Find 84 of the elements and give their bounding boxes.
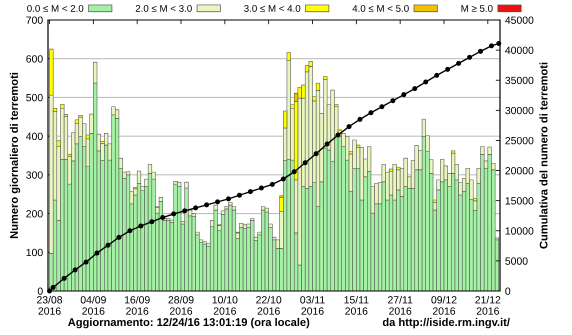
- point: [127, 228, 132, 234]
- point: [270, 182, 275, 187]
- y2-tick-label: 45000: [505, 16, 534, 24]
- x-tick-label: 21/12 2016: [475, 296, 500, 315]
- y2-tick-label: 35000: [505, 76, 534, 84]
- y2-tick-label: 40000: [505, 46, 534, 54]
- x-tick-label: 04/09 2016: [80, 296, 106, 315]
- point: [467, 54, 472, 60]
- point: [302, 160, 308, 166]
- point: [171, 211, 176, 216]
- legend-label: 0.0 ≤ M < 2.0: [27, 4, 84, 12]
- y2-axis-title: Cumulativa del numero di terremoti: [539, 62, 548, 249]
- point: [478, 48, 484, 54]
- point: [258, 186, 264, 191]
- point: [84, 260, 89, 265]
- bar: [228, 204, 232, 291]
- point: [488, 43, 494, 48]
- text: Aggiornamento: 12/24/16 13:01:19 (ora locale): [68, 318, 310, 328]
- y2-tick-label: 15000: [506, 197, 534, 205]
- point: [72, 267, 78, 272]
- point: [248, 189, 253, 194]
- point: [215, 199, 220, 204]
- y-tick-label: 400: [26, 132, 43, 140]
- bar: [202, 244, 207, 291]
- point: [182, 208, 188, 214]
- point: [401, 92, 406, 98]
- point: [390, 98, 396, 104]
- point: [94, 250, 100, 256]
- y-tick-label: 300: [26, 171, 43, 179]
- x-tick-label: 22/10 2016: [256, 296, 282, 315]
- y-tick-label: 200: [26, 210, 43, 218]
- y-tick-label: 700: [26, 16, 43, 24]
- point: [160, 215, 166, 220]
- point: [423, 80, 428, 85]
- y2-tick-label: 30000: [505, 106, 534, 114]
- point: [445, 66, 450, 72]
- x-tick-label: 09/12 2016: [431, 296, 457, 315]
- point: [105, 242, 110, 248]
- point: [280, 176, 286, 182]
- point: [324, 142, 330, 147]
- legend-label: M ≥ 5.0: [461, 4, 493, 12]
- x-tick-label: 10/10 2016: [212, 296, 238, 315]
- legend-label: 2.0 ≤ M < 3.0: [136, 4, 192, 12]
- text: da http://iside.rm.ingv.it/: [382, 318, 510, 328]
- point: [357, 116, 362, 122]
- y-tick-label: 600: [26, 55, 43, 63]
- y2-tick-label: 0: [505, 288, 510, 295]
- point: [193, 205, 198, 210]
- point: [314, 151, 319, 156]
- point: [116, 234, 122, 240]
- point: [204, 202, 210, 208]
- point: [368, 110, 374, 116]
- point: [456, 60, 462, 66]
- point: [236, 192, 242, 198]
- bar: [264, 212, 269, 291]
- point: [226, 196, 231, 202]
- x-tick-label: 03/11 2016: [300, 296, 325, 315]
- x-tick-label: 23/08 2016: [37, 296, 62, 315]
- x-tick-label: 15/11 2016: [344, 296, 368, 315]
- point: [149, 219, 154, 224]
- point: [379, 104, 384, 110]
- point: [496, 40, 502, 46]
- bar: [239, 227, 244, 291]
- x-tick-label: 27/11 2016: [388, 296, 412, 315]
- point: [292, 169, 297, 174]
- x-tick-label: 28/09 2016: [168, 296, 194, 315]
- point: [346, 124, 352, 130]
- legend-label: 3.0 ≤ M < 4.0: [244, 4, 300, 12]
- legend-label: 4.0 ≤ M < 5.0: [352, 4, 409, 12]
- y2-tick-label: 10000: [506, 227, 534, 235]
- point: [62, 276, 67, 281]
- y-tick-label: 0: [38, 288, 43, 295]
- point: [434, 72, 440, 78]
- y-tick-label: 500: [26, 94, 43, 102]
- bar: [192, 216, 196, 291]
- y2-tick-label: 20000: [505, 167, 534, 174]
- point: [138, 223, 144, 228]
- y-tick-label: 100: [26, 248, 43, 256]
- point: [412, 86, 418, 92]
- y-axis-title: Numero giornaliero di terremoti: [10, 72, 20, 238]
- y2-tick-label: 5000: [505, 257, 528, 265]
- bar: [338, 136, 342, 291]
- y2-tick-label: 25000: [505, 136, 534, 144]
- x-tick-label: 16/09 2016: [124, 296, 150, 315]
